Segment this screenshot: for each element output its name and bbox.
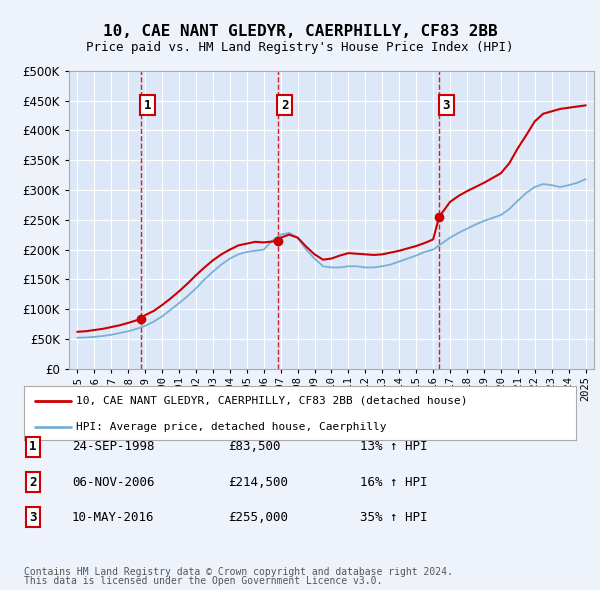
Text: 3: 3 (442, 99, 450, 112)
Text: 10, CAE NANT GLEDYR, CAERPHILLY, CF83 2BB (detached house): 10, CAE NANT GLEDYR, CAERPHILLY, CF83 2B… (76, 396, 468, 406)
Text: HPI: Average price, detached house, Caerphilly: HPI: Average price, detached house, Caer… (76, 422, 387, 432)
Text: 10-MAY-2016: 10-MAY-2016 (72, 511, 155, 524)
Text: 16% ↑ HPI: 16% ↑ HPI (360, 476, 427, 489)
Text: Contains HM Land Registry data © Crown copyright and database right 2024.: Contains HM Land Registry data © Crown c… (24, 567, 453, 577)
Text: 35% ↑ HPI: 35% ↑ HPI (360, 511, 427, 524)
Text: 06-NOV-2006: 06-NOV-2006 (72, 476, 155, 489)
Text: 10, CAE NANT GLEDYR, CAERPHILLY, CF83 2BB: 10, CAE NANT GLEDYR, CAERPHILLY, CF83 2B… (103, 24, 497, 38)
Text: 2: 2 (29, 476, 37, 489)
Text: 13% ↑ HPI: 13% ↑ HPI (360, 440, 427, 453)
Text: 1: 1 (143, 99, 151, 112)
Text: £214,500: £214,500 (228, 476, 288, 489)
Text: This data is licensed under the Open Government Licence v3.0.: This data is licensed under the Open Gov… (24, 576, 382, 586)
Text: 3: 3 (29, 511, 37, 524)
Text: Price paid vs. HM Land Registry's House Price Index (HPI): Price paid vs. HM Land Registry's House … (86, 41, 514, 54)
Text: £255,000: £255,000 (228, 511, 288, 524)
Text: £83,500: £83,500 (228, 440, 281, 453)
Text: 24-SEP-1998: 24-SEP-1998 (72, 440, 155, 453)
Text: 1: 1 (29, 440, 37, 453)
Text: 2: 2 (281, 99, 289, 112)
